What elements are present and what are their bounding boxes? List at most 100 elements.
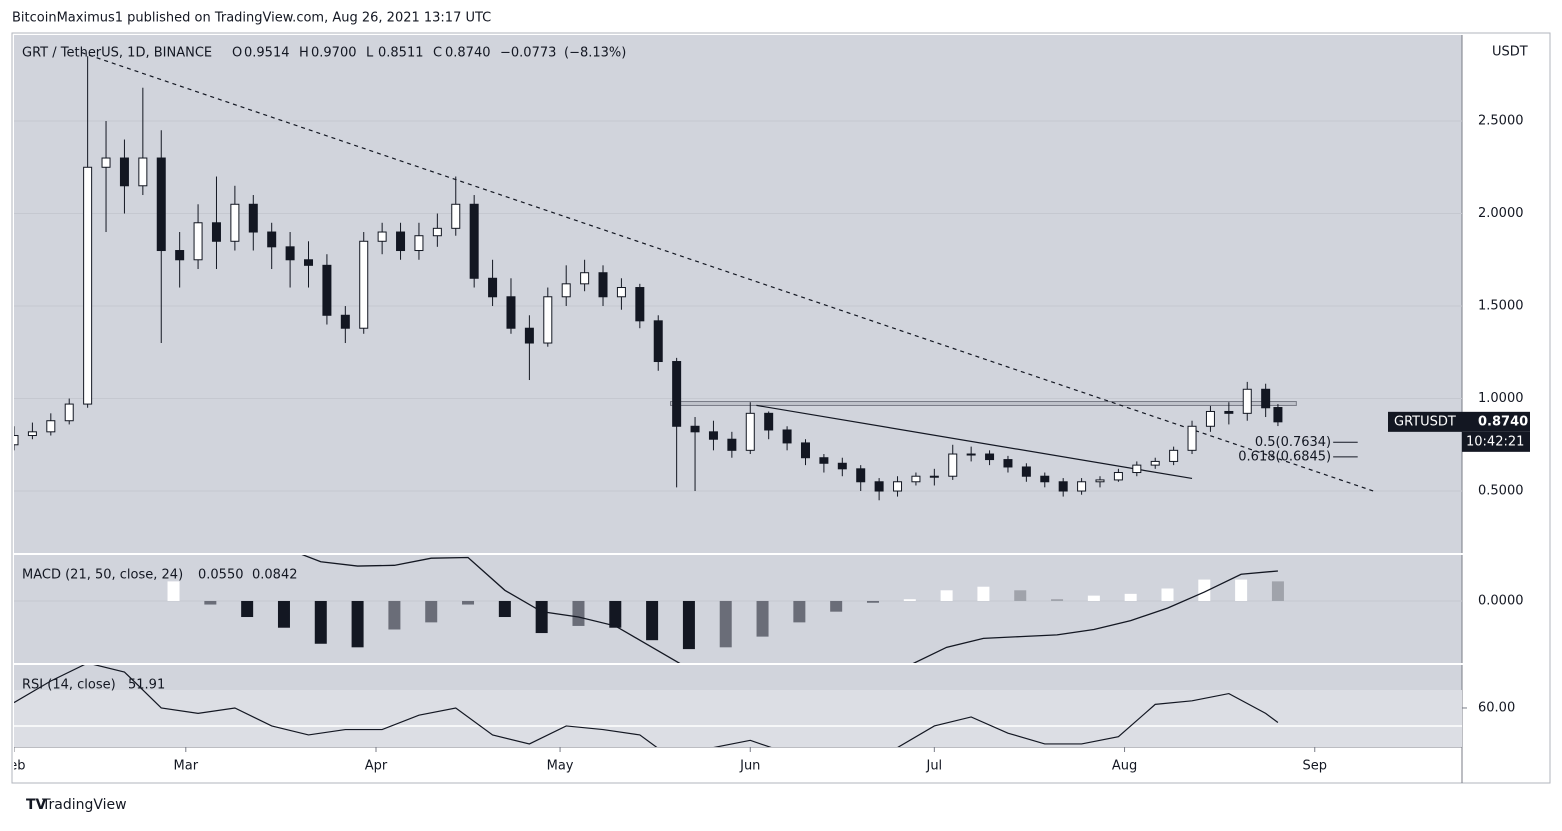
candle-body	[414, 235, 424, 252]
x-tick-label: Jul	[925, 759, 942, 774]
macd-bar	[609, 600, 622, 628]
candle-body	[985, 453, 995, 461]
y-tick-label: 0.0000	[1478, 593, 1524, 608]
candle-body	[451, 203, 461, 229]
candle-body	[764, 412, 774, 431]
x-tick-label: May	[547, 759, 574, 774]
macd-bar	[1235, 579, 1248, 601]
y-tick-label: 0.5000	[1478, 484, 1524, 499]
candle-body	[248, 203, 258, 233]
layer: Feb Mar Apr May Jun Jul Aug Sep	[14, 747, 1327, 774]
candle-body	[1095, 479, 1105, 483]
candle-body	[64, 403, 74, 422]
macd-value: 0.0550	[198, 568, 244, 583]
candle-body	[1113, 472, 1123, 481]
legend-text: C	[433, 46, 442, 61]
price-tag-label: 0.8740	[1478, 414, 1528, 429]
candle-body	[1242, 388, 1252, 414]
candle-body	[469, 203, 479, 279]
publisher: BitcoinMaximus1 published on TradingView…	[12, 11, 491, 26]
candle-body	[874, 481, 884, 492]
candle-body	[893, 481, 903, 492]
candle-body	[1021, 466, 1031, 477]
candle-body	[708, 431, 718, 440]
macd-bar	[1014, 590, 1027, 601]
candle-body	[598, 272, 608, 298]
candle-body	[1224, 410, 1234, 414]
macd-bar	[572, 600, 585, 626]
y-tick-label: 2.5000	[1478, 114, 1524, 129]
macd-bar	[314, 600, 327, 644]
candle-body	[377, 231, 387, 242]
legend-text: O	[232, 46, 242, 61]
layer	[14, 555, 1462, 663]
candle-body	[138, 157, 148, 187]
candle-body	[1205, 410, 1215, 427]
macd-bar	[425, 600, 438, 623]
candle-body	[396, 231, 406, 252]
macd-bar	[498, 600, 511, 618]
y-tick-label: 1.0000	[1478, 391, 1524, 406]
macd-bar	[1051, 599, 1064, 601]
candle-body	[1150, 460, 1160, 466]
trendline	[81, 52, 1377, 493]
fib-label: 0.5(0.7634)	[1255, 435, 1331, 450]
x-tick-label: Sep	[1302, 759, 1327, 774]
legend-text: 0.8511	[378, 46, 424, 61]
macd-bar	[756, 600, 769, 637]
candle-body	[727, 438, 737, 451]
layer	[14, 665, 1462, 747]
candle-body	[819, 457, 829, 464]
candle-body	[211, 222, 221, 242]
macd-bar	[646, 600, 659, 641]
candle-body	[800, 442, 810, 459]
layer	[14, 52, 1462, 501]
macd-bar	[793, 600, 806, 623]
macd-bar	[866, 600, 879, 603]
symbol-tag: GRTUSDT	[1394, 414, 1456, 429]
macd-bar	[940, 590, 953, 601]
macd-bar	[241, 600, 254, 618]
candle-body	[156, 157, 166, 252]
candle-body	[837, 462, 847, 470]
y-tick-label: 1.5000	[1478, 299, 1524, 314]
candle-body	[1040, 475, 1050, 483]
macd-bar	[1087, 595, 1100, 601]
macd-bar	[535, 600, 548, 634]
candle-body	[322, 264, 332, 316]
resistance-zone	[670, 401, 1297, 406]
candle-body	[929, 475, 939, 478]
countdown-tag	[1462, 431, 1530, 452]
macd-bar	[277, 600, 290, 628]
macd-bar	[204, 600, 217, 605]
macd-bar	[903, 599, 916, 601]
fib-label: 0.618(0.6845)	[1238, 449, 1331, 464]
candle-body	[672, 361, 682, 427]
candle-body	[1058, 481, 1068, 492]
candle-body	[1169, 449, 1179, 462]
candle-body	[46, 420, 56, 433]
macd-bar	[1198, 579, 1211, 601]
x-tick-label: Jun	[739, 759, 760, 774]
candle-body	[1003, 459, 1013, 468]
candle-body	[1261, 388, 1271, 409]
macd-bar	[1124, 593, 1137, 601]
macd-bar	[1271, 581, 1284, 601]
candle-body	[561, 283, 571, 298]
macd-title: MACD (21, 50, close, 24)	[22, 568, 183, 583]
candle-body	[359, 240, 369, 329]
candle-body	[911, 475, 921, 483]
candle-body	[543, 296, 553, 344]
macd-bar	[462, 600, 475, 605]
candle-body	[83, 166, 93, 405]
candle-body	[119, 157, 129, 187]
candle-body	[267, 231, 277, 248]
macd-bar	[719, 600, 732, 648]
legend-text: 0.8740	[445, 46, 491, 61]
trendline	[756, 404, 1193, 480]
candle-body	[580, 272, 590, 285]
candle-body	[340, 314, 350, 329]
macd-line	[301, 555, 1278, 663]
